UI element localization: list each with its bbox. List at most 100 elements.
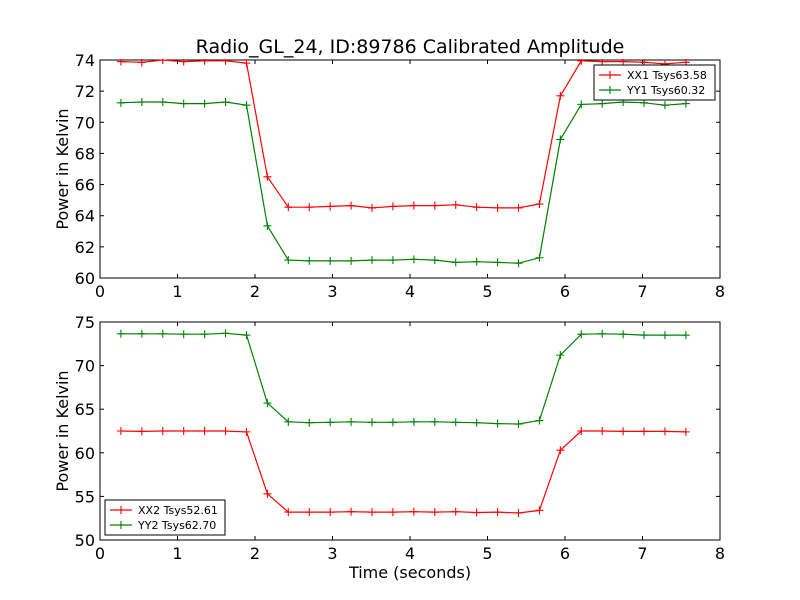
data-point (116, 98, 125, 107)
data-point (305, 203, 314, 212)
data-point (472, 203, 481, 212)
y-tick-label: 65 (75, 400, 95, 419)
x-tick-label: 4 (405, 544, 415, 563)
data-point (116, 329, 125, 338)
data-point (472, 418, 481, 427)
x-tick-label: 1 (172, 282, 182, 301)
data-point (514, 203, 523, 212)
series-1 (116, 329, 690, 429)
data-point (221, 59, 230, 65)
y-tick-label: 60 (75, 444, 95, 463)
data-point (116, 427, 125, 435)
data-point (116, 59, 125, 66)
data-point (598, 99, 607, 108)
x-tick-label: 7 (637, 282, 647, 301)
x-tick-label: 5 (482, 282, 492, 301)
data-point (347, 507, 356, 516)
data-point (493, 508, 502, 517)
x-tick-label: 7 (637, 544, 647, 563)
data-point (137, 329, 146, 338)
x-axis-label: Time (seconds) (348, 563, 471, 582)
data-point (451, 507, 460, 516)
data-point (493, 203, 502, 212)
data-point (556, 91, 565, 100)
series-line (120, 101, 686, 264)
data-point (137, 98, 146, 107)
x-tick-label: 0 (95, 282, 105, 301)
data-point (598, 329, 607, 338)
data-point (305, 256, 314, 265)
data-point (158, 59, 167, 64)
data-point (368, 256, 377, 265)
data-point (284, 256, 293, 265)
data-point (514, 259, 523, 268)
data-point (200, 59, 209, 65)
data-point (263, 489, 272, 498)
top-plot: 0 1 2 3 4 5 6 7 8 60 62 64 66 68 70 72 74 Power in Kelvin… (53, 51, 725, 301)
legend-0: XX1 Tsys63.58 YY1 Tsys60.32 (593, 64, 716, 101)
data-point (305, 418, 314, 427)
y-tick-label: 75 (75, 313, 95, 332)
data-point (472, 508, 481, 517)
data-point (619, 59, 628, 66)
y-tick-label: 74 (75, 51, 95, 70)
data-point (681, 331, 690, 340)
data-point (305, 508, 314, 517)
data-point (221, 427, 230, 435)
x-tick-label: 5 (482, 544, 492, 563)
data-point (388, 256, 397, 265)
data-point (200, 427, 209, 435)
data-point (242, 427, 251, 436)
x-tick-label: 6 (560, 282, 570, 301)
data-point (535, 506, 544, 515)
data-point (284, 417, 293, 426)
data-point (493, 419, 502, 428)
data-point (388, 418, 397, 427)
data-point (263, 221, 272, 230)
y-axis-label: Power in Kelvin (53, 108, 72, 229)
legend-label: XX2 Tsys52.61 (138, 504, 218, 517)
series-line (120, 59, 686, 209)
data-point (619, 330, 628, 339)
y-tick-label: 60 (75, 269, 95, 288)
data-point (556, 135, 565, 144)
data-point (158, 329, 167, 338)
legend-label: YY1 Tsys60.32 (626, 84, 705, 97)
x-tick-label: 2 (250, 282, 260, 301)
data-point (200, 330, 209, 339)
data-point (660, 427, 669, 436)
data-point (556, 351, 565, 360)
data-point (284, 508, 293, 517)
y-tick-label: 50 (75, 531, 95, 550)
legend-box (104, 499, 226, 536)
data-point (347, 417, 356, 426)
y-tick-label: 55 (75, 487, 95, 506)
data-point (137, 59, 146, 67)
data-point (577, 59, 586, 65)
data-point (179, 59, 188, 66)
data-point (598, 59, 607, 66)
data-point (451, 200, 460, 209)
data-point (242, 101, 251, 110)
data-point (409, 417, 418, 426)
data-point (284, 203, 293, 212)
data-point (242, 331, 251, 340)
data-point (430, 256, 439, 265)
data-point (493, 258, 502, 267)
data-point (388, 508, 397, 517)
y-tick-label: 70 (75, 357, 95, 376)
data-point (577, 427, 586, 435)
series-line (120, 332, 686, 425)
data-point (221, 98, 230, 107)
x-tick-label: 6 (560, 544, 570, 563)
data-point (451, 418, 460, 427)
data-point (430, 417, 439, 426)
legend-box (593, 64, 716, 101)
legend-marker (117, 506, 125, 514)
x-tick-label: 4 (405, 282, 415, 301)
data-point (158, 427, 167, 435)
x-tick-label: 3 (327, 282, 337, 301)
data-point (409, 201, 418, 210)
data-point (681, 99, 690, 108)
